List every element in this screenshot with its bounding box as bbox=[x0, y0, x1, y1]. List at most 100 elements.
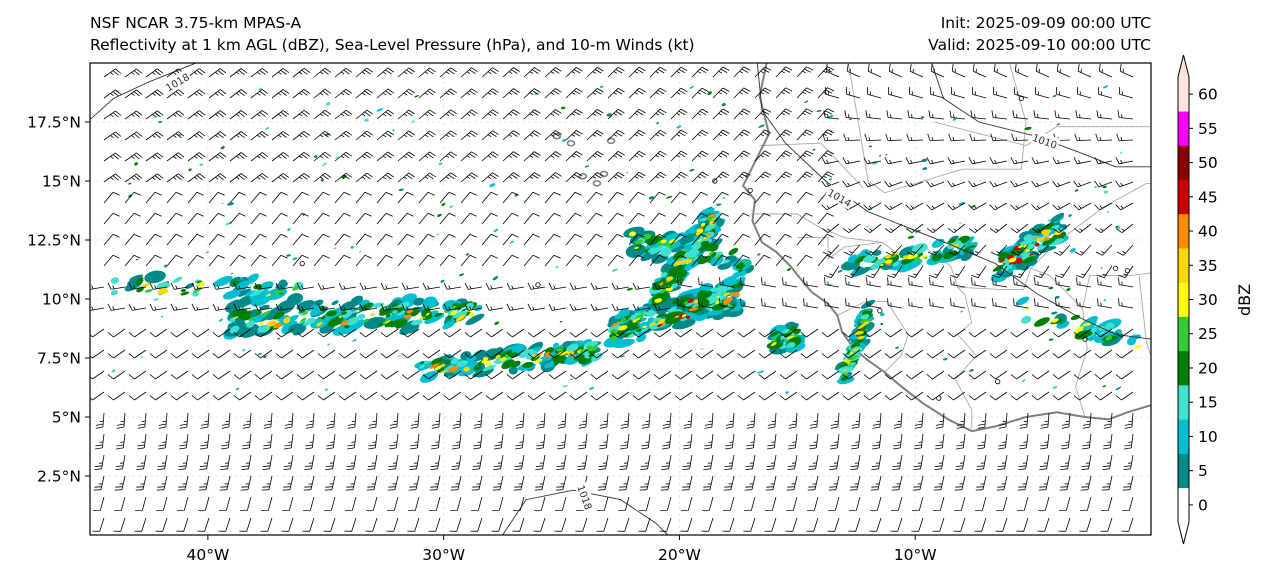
wind-barb bbox=[597, 475, 609, 491]
reflectivity-cell bbox=[743, 260, 750, 265]
wind-barb bbox=[149, 303, 168, 311]
wind-barb bbox=[830, 412, 840, 429]
wind-barb bbox=[989, 202, 1008, 211]
wind-barb bbox=[796, 191, 813, 204]
reflectivity-cell bbox=[316, 321, 323, 327]
wind-barb bbox=[842, 370, 861, 380]
reflectivity-cell bbox=[235, 387, 240, 391]
wind-barb bbox=[640, 454, 651, 470]
wind-barb bbox=[481, 130, 499, 141]
wind-barb bbox=[607, 171, 625, 183]
wind-barb bbox=[124, 110, 143, 120]
wind-barb bbox=[928, 110, 945, 120]
wind-barb bbox=[821, 157, 840, 165]
reflectivity-cell bbox=[865, 225, 870, 228]
wind-barb bbox=[824, 277, 840, 288]
wind-barb bbox=[544, 130, 562, 141]
wind-barb bbox=[695, 391, 714, 401]
wind-barb bbox=[313, 88, 332, 99]
reflectivity-cell bbox=[665, 276, 674, 281]
reflectivity-cell bbox=[227, 202, 235, 206]
wind-barb bbox=[1014, 64, 1029, 78]
reflectivity-cell bbox=[1094, 186, 1097, 188]
wind-barb bbox=[677, 277, 693, 288]
reflectivity-cell bbox=[1069, 248, 1076, 253]
wind-barb bbox=[93, 475, 105, 491]
wind-barb bbox=[473, 412, 483, 429]
wind-barb bbox=[229, 233, 246, 246]
reflectivity-cell bbox=[1048, 286, 1054, 290]
wind-barb bbox=[1094, 180, 1113, 188]
wind-barb bbox=[409, 454, 420, 470]
colorbar-max-extend bbox=[1178, 55, 1189, 77]
reflectivity-cell bbox=[707, 91, 712, 96]
wind-barb bbox=[250, 68, 269, 78]
wind-barb bbox=[187, 254, 204, 267]
reflectivity-cell bbox=[302, 311, 308, 315]
wind-barb bbox=[1097, 298, 1113, 309]
reflectivity-cell bbox=[1074, 326, 1084, 334]
wind-barb bbox=[808, 454, 819, 470]
wind-barb bbox=[968, 223, 987, 234]
wind-barb bbox=[208, 212, 225, 225]
wind-barb bbox=[845, 277, 861, 288]
wind-barb bbox=[137, 412, 147, 429]
wind-barb bbox=[283, 454, 294, 470]
wind-barb bbox=[481, 67, 499, 78]
calm-wind-circle bbox=[712, 178, 718, 184]
wind-barb bbox=[989, 370, 1008, 380]
wind-barb bbox=[670, 191, 687, 204]
wind-barb bbox=[502, 212, 519, 225]
wind-barb bbox=[191, 391, 210, 401]
reflectivity-cell bbox=[459, 273, 464, 277]
reflectivity-cell bbox=[632, 319, 637, 323]
wind-barb bbox=[723, 496, 735, 511]
reflectivity-cell bbox=[636, 328, 642, 333]
wind-barb bbox=[691, 233, 708, 246]
wind-barb bbox=[149, 370, 168, 380]
wind-barb bbox=[429, 475, 441, 491]
wind-barb bbox=[1073, 180, 1092, 188]
wind-barb bbox=[292, 254, 309, 267]
reflectivity-cell bbox=[536, 352, 544, 357]
reflectivity-cell bbox=[626, 171, 629, 174]
wind-barb bbox=[557, 412, 567, 429]
wind-barb bbox=[590, 328, 609, 338]
reflectivity-cell bbox=[142, 282, 151, 288]
wind-barb bbox=[775, 87, 793, 99]
wind-barb bbox=[271, 152, 290, 162]
calm-wind-circle bbox=[995, 378, 1001, 385]
wind-barb bbox=[229, 89, 248, 99]
wind-barb bbox=[313, 109, 332, 120]
wind-barb bbox=[867, 64, 882, 78]
reflectivity-cell bbox=[642, 325, 648, 328]
y-tick-label: 5°N bbox=[52, 409, 81, 427]
reflectivity-cell bbox=[188, 168, 192, 172]
wind-barb bbox=[632, 391, 651, 401]
reflectivity-cell bbox=[785, 391, 789, 394]
wind-barb bbox=[90, 306, 105, 311]
wind-barb bbox=[1116, 133, 1134, 141]
wind-barb bbox=[523, 88, 541, 99]
reflectivity-cell bbox=[286, 254, 291, 257]
wind-barb bbox=[1031, 391, 1050, 401]
wind-barb bbox=[628, 171, 646, 183]
wind-barb bbox=[766, 454, 777, 470]
wind-barb bbox=[1116, 244, 1134, 256]
wind-barb bbox=[355, 130, 374, 141]
wind-barb bbox=[1077, 87, 1092, 99]
reflectivity-cell bbox=[897, 259, 923, 273]
wind-barb bbox=[599, 433, 609, 450]
wind-barb bbox=[977, 433, 987, 450]
reflectivity-cell bbox=[218, 318, 223, 322]
reflectivity-cell bbox=[277, 337, 281, 340]
wind-barb bbox=[334, 67, 353, 78]
wind-barb bbox=[464, 391, 483, 401]
reflectivity-cell bbox=[429, 363, 440, 369]
wind-barb bbox=[775, 108, 793, 120]
reflectivity-cell bbox=[562, 385, 568, 388]
wind-barb bbox=[535, 454, 546, 470]
wind-barb bbox=[187, 173, 206, 183]
reflectivity-cell bbox=[376, 108, 384, 112]
wind-barb bbox=[103, 254, 120, 267]
